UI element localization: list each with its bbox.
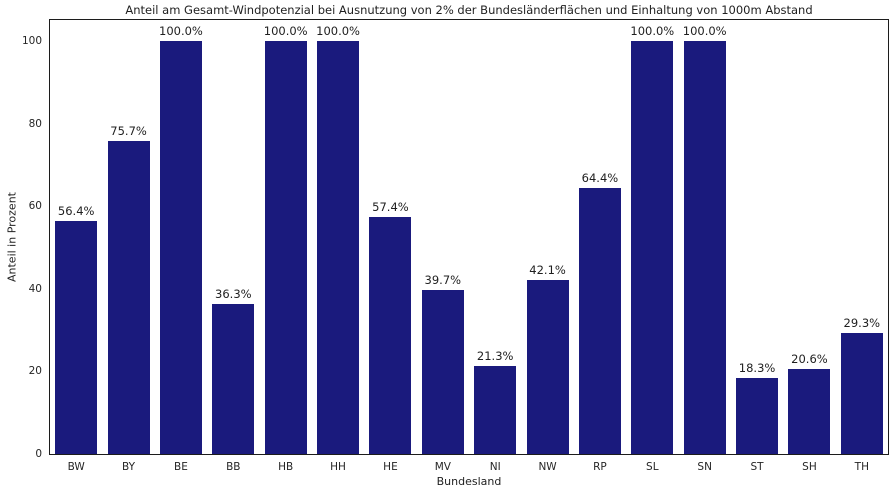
y-tick-label-100: 100 <box>21 35 42 48</box>
bar-TH <box>840 333 883 454</box>
bar-value-label-HE: 57.4% <box>372 199 409 214</box>
bar-value-label-BB: 36.3% <box>215 287 252 302</box>
bar-SH <box>788 368 831 454</box>
bar-BE <box>159 41 202 454</box>
bar-value-label-BW: 56.4% <box>57 204 95 219</box>
x-tick-label-BB: BB <box>226 461 241 473</box>
x-tick-label-HH: HH <box>330 461 346 473</box>
x-tick-label-HE: HE <box>383 461 398 473</box>
bar-HB <box>264 41 307 454</box>
x-tick-label-NW: NW <box>538 461 557 473</box>
bar-NI <box>474 366 517 454</box>
x-tick-label-SL: SL <box>646 461 659 473</box>
bar-value-label-BE: 100.0% <box>159 24 203 39</box>
x-tick-label-SH: SH <box>802 461 817 473</box>
bar-NW <box>526 280 569 454</box>
x-axis-label: Bundesland <box>436 475 502 488</box>
bar-RP <box>578 188 621 454</box>
x-tick-label-BY: BY <box>122 461 136 473</box>
bar-HE <box>369 216 412 454</box>
bar-MV <box>421 290 464 454</box>
y-tick-label-80: 80 <box>28 117 42 130</box>
x-tick-label-HB: HB <box>278 461 294 473</box>
y-tick-label-0: 0 <box>35 448 42 460</box>
y-tick-label-20: 20 <box>28 365 42 378</box>
y-tick-label-60: 60 <box>28 200 42 213</box>
bar-value-label-SH: 20.6% <box>791 351 828 366</box>
bar-BB <box>212 304 255 454</box>
bar-BW <box>55 221 98 454</box>
bar-value-label-HH: 100.0% <box>316 24 360 39</box>
x-tick-label-MV: MV <box>434 461 451 473</box>
plot-area: 56.4% 75.7% 100.0% 36.3% 100.0% 100.0% 57.4% 39… <box>49 19 889 455</box>
chart-title: Anteil am Gesamt-Windpotenzial bei Ausnu… <box>125 3 813 17</box>
bar-value-label-MV: 39.7% <box>424 273 462 288</box>
bar-SN <box>683 41 726 454</box>
x-tick-label-BE: BE <box>174 461 188 473</box>
bar-value-label-BY: 75.7% <box>110 124 147 139</box>
bar-value-label-TH: 29.3% <box>843 316 881 331</box>
bar-value-label-HB: 100.0% <box>263 24 308 39</box>
bar-ST <box>736 378 778 454</box>
bar-value-label-NW: 42.1% <box>529 263 566 278</box>
bar-value-label-NI: 21.3% <box>476 349 514 364</box>
x-tick-label-RP: RP <box>593 461 607 473</box>
x-tick-label-TH: TH <box>854 461 869 473</box>
bar-BY <box>107 141 150 454</box>
bar-HH <box>317 41 359 454</box>
bar-SL <box>631 41 674 454</box>
bar-value-label-ST: 18.3% <box>738 361 776 376</box>
x-tick-label-BW: BW <box>67 461 85 473</box>
x-tick-label-ST: ST <box>750 461 764 473</box>
bar-value-label-SN: 100.0% <box>682 24 727 39</box>
x-tick-label-NI: NI <box>489 461 501 473</box>
bar-value-label-SL: 100.0% <box>630 24 675 39</box>
y-tick-label-40: 40 <box>28 282 42 295</box>
bar-value-label-RP: 64.4% <box>581 171 619 186</box>
x-tick-label-SN: SN <box>697 461 712 473</box>
